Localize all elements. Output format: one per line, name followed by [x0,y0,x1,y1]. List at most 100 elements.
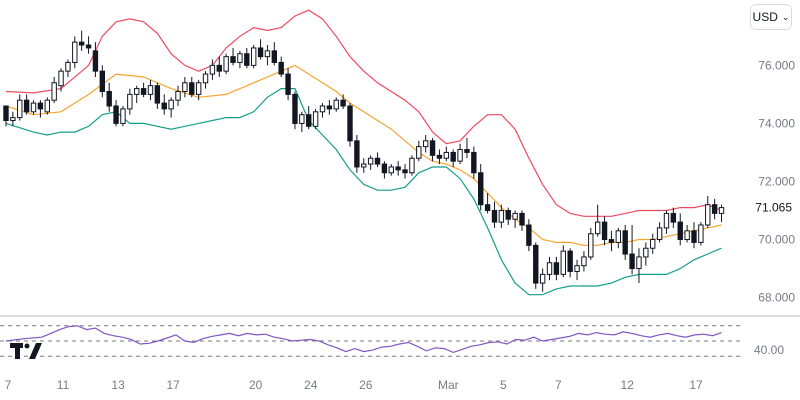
candle-body [698,224,704,243]
time-axis: 7 11 13 17 20 24 26 Mar 5 7 12 17 [5,378,703,392]
candle-body [560,250,566,275]
candle-body [127,93,133,110]
candle [168,97,174,118]
candle-body [574,265,580,272]
candle [10,111,16,127]
candle-body [512,212,518,220]
candle [326,100,333,115]
candle [650,233,656,255]
candle [340,94,346,109]
currency-label: USD [752,10,778,24]
candle [436,149,443,165]
candle-body [402,169,408,174]
candle [636,248,642,284]
time-tick-label: 20 [249,378,263,392]
candle-body [594,221,601,235]
candle [72,36,78,69]
candle-body [361,163,367,168]
candle-body [498,209,505,223]
candle [78,30,85,51]
candle [257,39,264,60]
candle-body [3,105,9,122]
candle [140,82,147,98]
candle [512,210,518,228]
candle [299,111,305,133]
candle-body [223,56,229,72]
candle [154,82,161,109]
candle-body [285,73,291,95]
candle-body [650,239,656,249]
rsi-tick-label: 40.00 [754,343,784,357]
candle [134,85,140,104]
candle-body [718,207,725,214]
candle-body [491,209,498,223]
time-tick-label: 7 [5,378,12,392]
candle [244,47,250,69]
candle [319,103,326,118]
candle-body [436,154,443,159]
price-tick-label: 72.000 [758,174,795,188]
time-tick-label: 17 [166,378,180,392]
candle [718,204,725,223]
candle [429,137,436,162]
candle [457,143,463,165]
candle [629,225,635,275]
candle-body [237,53,243,63]
candle [306,105,312,130]
tradingview-logo [10,343,42,359]
candle-body [257,47,264,58]
candle-body [395,166,401,171]
candle-body [244,53,250,66]
candle-body [58,70,64,87]
candle-body [65,61,71,72]
candle-body [182,82,188,92]
candle [539,268,546,292]
candle-body [450,151,456,162]
candle-body [429,140,436,156]
candle [51,76,57,104]
candle-body [113,105,119,124]
candle [677,213,683,246]
currency-selector[interactable]: USD ⌄ [750,4,792,30]
candle [278,56,284,77]
candle [422,135,429,153]
candle [443,146,450,162]
candle [230,47,236,66]
candle [471,146,477,179]
candle [395,161,401,176]
candle [464,137,470,159]
price-axis: 76.000 74.000 72.000 70.000 68.000 71.065 [755,58,795,304]
candle [705,195,711,228]
candle [106,82,112,112]
candle [216,56,222,77]
candle-body [691,230,697,243]
candle-body [319,105,326,113]
candle-body [72,41,78,63]
candle [237,50,243,69]
candle-body [588,233,594,258]
candle-body [299,114,305,124]
candle [113,100,119,127]
candle [99,65,106,98]
candle [347,103,353,147]
candle [182,76,188,98]
bollinger-upper-band [5,9,722,217]
candle [553,256,560,281]
candle-body [271,50,278,63]
bollinger-lower-band [5,87,722,296]
candle-body [306,114,312,127]
candle-body [161,102,167,110]
candle-body [519,212,525,226]
candle [354,135,360,173]
candle [608,230,615,252]
candle-body [154,85,161,104]
candle [367,155,374,170]
rsi-series-line [5,325,722,354]
time-tick-label: 12 [621,378,635,392]
time-tick-label: 5 [500,378,507,392]
candle [519,210,525,231]
candle [292,91,298,130]
candle-body [416,146,422,159]
candle [698,222,704,246]
